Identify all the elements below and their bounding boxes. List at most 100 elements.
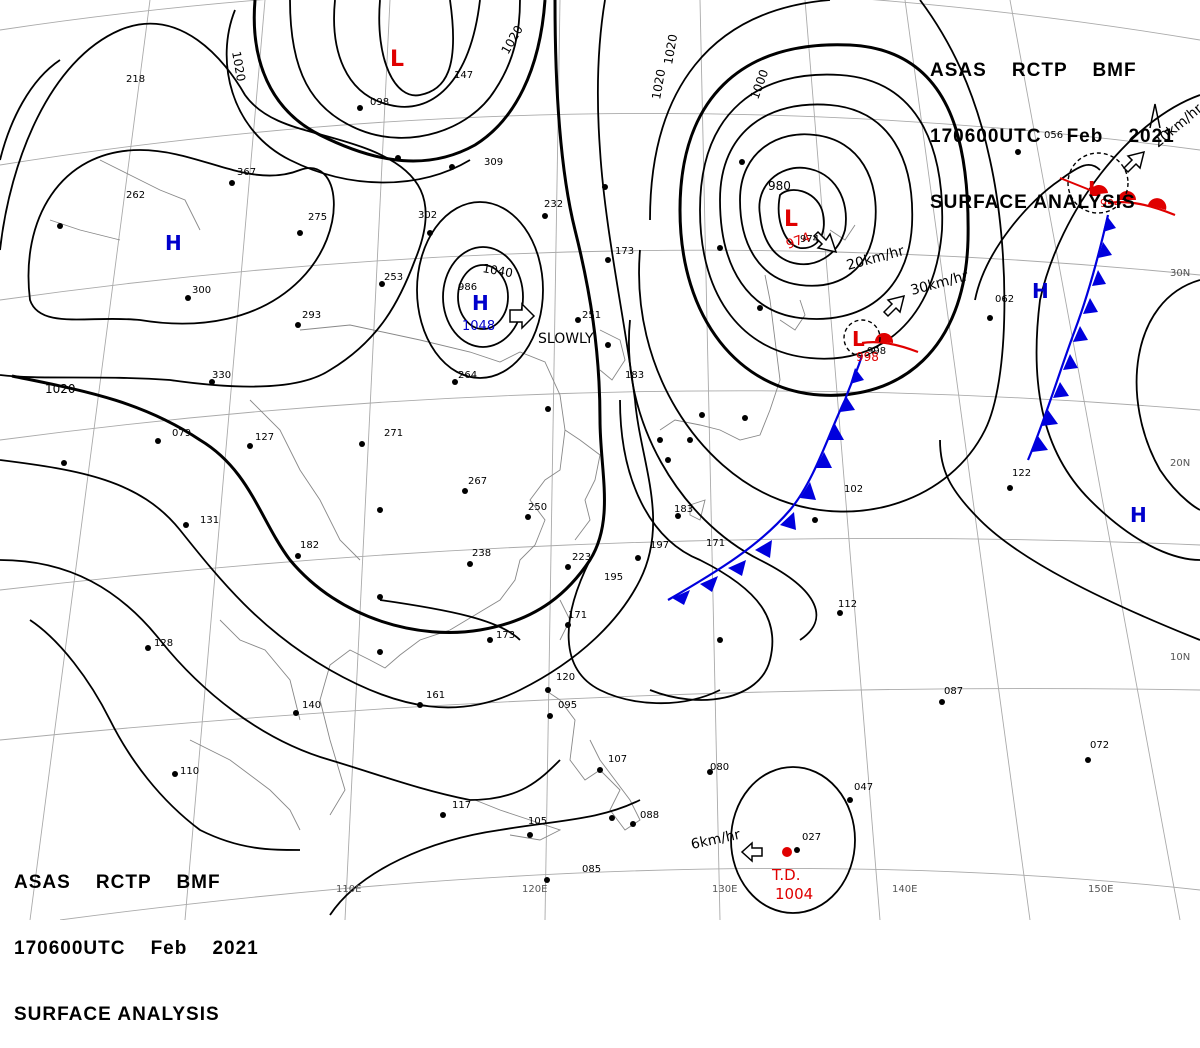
low-circles <box>843 152 1129 357</box>
header-month: Feb <box>1066 126 1104 147</box>
lon-label: 120E <box>522 884 547 895</box>
graticule <box>0 0 1200 920</box>
header-time: 170600UTC <box>14 938 126 959</box>
station-value: 238 <box>472 548 491 559</box>
lat-label: 30N <box>1170 268 1190 279</box>
isobar-label: 1040 <box>481 261 514 280</box>
pressure-centers: L H H 1048 L 974 L 998 L 994 H H T.D. 10… <box>165 47 1147 903</box>
low-center-value: 998 <box>856 350 879 364</box>
station-value: 131 <box>200 515 219 526</box>
station-value: 309 <box>484 157 503 168</box>
station-value: 974 <box>800 234 819 245</box>
header-line-3: SURFACE ANALYSIS <box>14 1004 220 1025</box>
station-value: 122 <box>1012 468 1031 479</box>
header-center: BMF <box>1092 60 1137 81</box>
low-center-symbol: L <box>1088 177 1101 201</box>
station-value: 079 <box>172 428 191 439</box>
station-values: 218 367 262 275 302 309 232 253 300 293 … <box>126 70 1109 875</box>
station-value: 098 <box>370 97 389 108</box>
station-value: 127 <box>255 432 274 443</box>
station-value: 095 <box>558 700 577 711</box>
station-value: 072 <box>1090 740 1109 751</box>
high-center-symbol: H <box>472 291 489 315</box>
isobar-label: 1020 <box>498 23 525 56</box>
station-value: 062 <box>995 294 1014 305</box>
station-value: 367 <box>237 167 256 178</box>
header-center: BMF <box>176 872 221 893</box>
station-value: 300 <box>192 285 211 296</box>
station-value: 275 <box>308 212 327 223</box>
header-time: 170600UTC <box>930 126 1042 147</box>
low-center-symbol: L <box>852 327 865 351</box>
header-line-2: 170600UTC Feb 2021 <box>14 938 259 960</box>
station-value: 161 <box>426 690 445 701</box>
lon-label: 110E <box>336 884 361 895</box>
station-value: 223 <box>572 552 591 563</box>
movement-label: 6km/hr <box>690 827 742 853</box>
station-value: 080 <box>710 762 729 773</box>
high-center-symbol: H <box>165 231 182 255</box>
warm-front <box>861 177 1176 354</box>
station-value: 986 <box>458 282 477 293</box>
station-value: 147 <box>454 70 473 81</box>
header-year: 2021 <box>212 938 259 959</box>
isobar-label: 1020 <box>649 68 668 101</box>
low-center-symbol: L <box>390 47 404 72</box>
isobar-label: 1020 <box>229 50 248 83</box>
station-value: 293 <box>302 310 321 321</box>
td-center-symbol: T.D. <box>771 866 800 884</box>
td-circle-symbol <box>782 847 792 857</box>
station-value: 264 <box>458 370 477 381</box>
station-value: 140 <box>302 700 321 711</box>
header-product: ASAS <box>14 872 71 893</box>
movement-label: 20km/hr <box>845 243 906 274</box>
lon-label: 150E <box>1088 884 1113 895</box>
movement-arrows <box>509 103 1161 863</box>
station-value: 998 <box>867 346 886 357</box>
lon-labels: 110E 120E 130E 140E 150E <box>336 884 1113 895</box>
cold-front <box>667 214 1116 605</box>
isobar-label: 1000 <box>748 68 772 101</box>
station-value: 250 <box>528 502 547 513</box>
station-value: 112 <box>838 599 857 610</box>
station-value: 251 <box>582 310 601 321</box>
station-value: 088 <box>640 810 659 821</box>
movement-label: SLOWLY <box>538 331 594 347</box>
station-value: 102 <box>844 484 863 495</box>
header-line-2: 170600UTC Feb 2021 <box>930 126 1175 148</box>
station-value: 182 <box>300 540 319 551</box>
header-line-3: SURFACE ANALYSIS <box>930 192 1136 213</box>
weather-map: 1020 1020 1020 1020 1000 980 1040 1020 <box>0 0 1200 920</box>
station-value: 056 <box>1044 130 1063 141</box>
header-product: ASAS <box>930 60 987 81</box>
header-station: RCTP <box>1011 60 1068 81</box>
station-value: 105 <box>528 816 547 827</box>
station-value: 117 <box>452 800 471 811</box>
station-value: 232 <box>544 199 563 210</box>
high-center-value: 1048 <box>462 319 495 334</box>
header-line-1: ASAS RCTP BMF <box>930 60 1175 82</box>
lat-label: 10N <box>1170 652 1190 663</box>
coastlines <box>49 159 856 841</box>
chart-header-bottom: ASAS RCTP BMF 170600UTC Feb 2021 SURFACE… <box>14 828 259 1048</box>
isobar-label: 1020 <box>45 382 76 396</box>
station-value: 197 <box>650 540 669 551</box>
station-value: 171 <box>568 610 587 621</box>
td-center-value: 1004 <box>775 885 813 903</box>
station-value: 107 <box>608 754 627 765</box>
station-value: 267 <box>468 476 487 487</box>
header-station: RCTP <box>95 872 152 893</box>
station-value: 171 <box>706 538 725 549</box>
lat-labels: 30N 20N 10N <box>1170 268 1190 663</box>
station-value: 110 <box>180 766 199 777</box>
header-month: Feb <box>150 938 188 959</box>
isobar-label: 1020 <box>661 33 680 66</box>
station-value: 183 <box>674 504 693 515</box>
station-value: 027 <box>802 832 821 843</box>
station-value: 128 <box>154 638 173 649</box>
station-value: 047 <box>854 782 873 793</box>
lat-label: 20N <box>1170 458 1190 469</box>
low-center-value: 994 <box>1100 197 1121 210</box>
isobar-label: 980 <box>768 179 791 193</box>
station-dots <box>57 105 1091 883</box>
